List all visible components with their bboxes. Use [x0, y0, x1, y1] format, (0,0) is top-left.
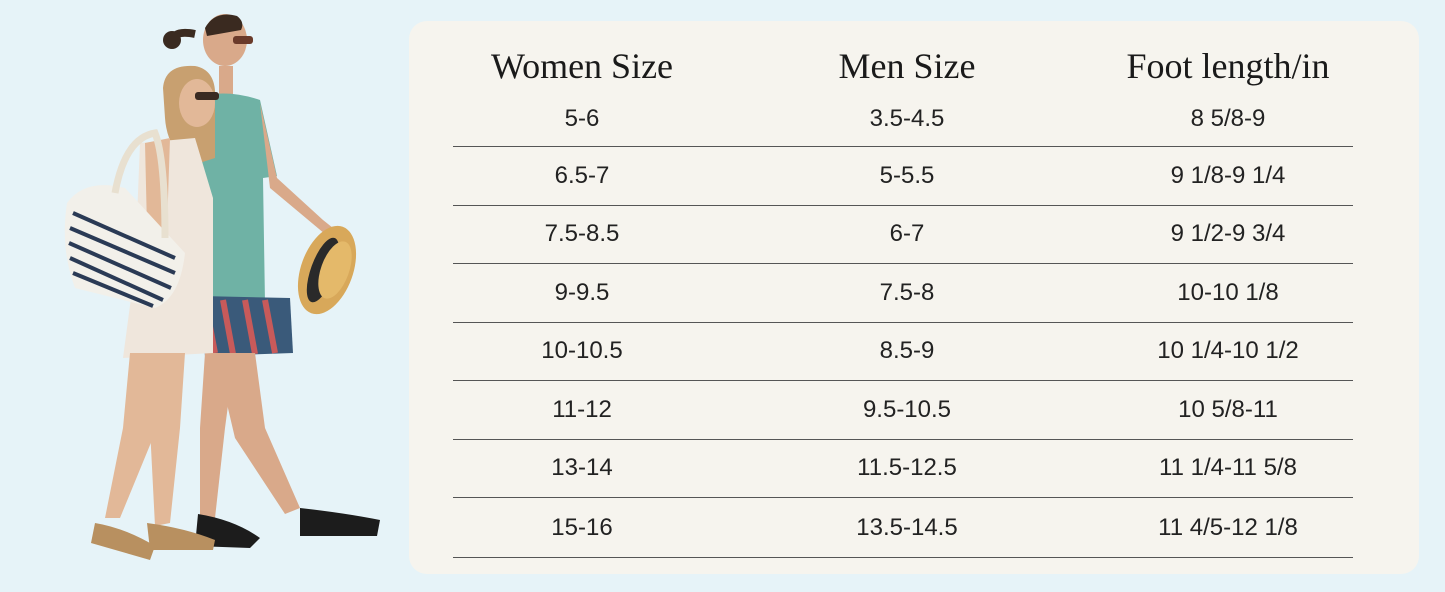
foot-length-cell: 9 1/8-9 1/4 [1170, 161, 1286, 189]
men-size-cell: 11.5-12.5 [857, 454, 957, 482]
table-row: 5-6 3.5-4.5 8 5/8-9 [453, 92, 1353, 147]
women-size-cell: 15-16 [551, 513, 613, 541]
size-chart-card [409, 21, 1419, 574]
foot-length-cell: 8 5/8-9 [1190, 105, 1266, 132]
men-size-cell: 8.5-9 [879, 337, 935, 365]
foot-length-cell: 11 4/5-12 1/8 [1158, 513, 1298, 541]
foot-length-cell: 9 1/2-9 3/4 [1170, 220, 1286, 248]
foot-length-cell: 10-10 1/8 [1177, 278, 1279, 306]
men-size-cell: 5-5.5 [879, 161, 935, 189]
men-size-cell: 9.5-10.5 [862, 395, 952, 423]
header-men-size: Men Size [838, 46, 976, 86]
table-row: 6.5-7 5-5.5 9 1/8-9 1/4 [453, 147, 1353, 206]
table-row: 11-12 9.5-10.5 10 5/8-11 [453, 381, 1353, 440]
size-chart-table: Women Size Men Size Foot length/in 5-6 3… [453, 40, 1353, 558]
women-size-cell: 9-9.5 [554, 278, 610, 306]
table-row: 13-14 11.5-12.5 11 1/4-11 5/8 [453, 440, 1353, 498]
table-row: 9-9.5 7.5-8 10-10 1/8 [453, 264, 1353, 323]
women-size-cell: 13-14 [551, 454, 613, 482]
women-size-cell: 10-10.5 [541, 337, 623, 365]
men-size-cell: 7.5-8 [879, 278, 935, 306]
women-size-cell: 11-12 [552, 395, 612, 423]
foot-length-cell: 10 5/8-11 [1178, 395, 1278, 423]
women-size-cell: 6.5-7 [554, 161, 610, 189]
couple-photo [64, 14, 380, 560]
women-size-cell: 7.5-8.5 [544, 220, 620, 248]
men-size-cell: 3.5-4.5 [869, 105, 945, 132]
table-row: 15-16 13.5-14.5 11 4/5-12 1/8 [453, 498, 1353, 558]
table-header: Women Size Men Size Foot length/in [453, 40, 1353, 92]
foot-length-cell: 10 1/4-10 1/2 [1157, 337, 1299, 365]
foot-length-cell: 11 1/4-11 5/8 [1159, 454, 1297, 482]
women-size-cell: 5-6 [564, 105, 600, 132]
woman-figure [64, 65, 219, 560]
table-row: 10-10.5 8.5-9 10 1/4-10 1/2 [453, 323, 1353, 381]
men-size-cell: 6-7 [889, 220, 925, 248]
header-foot-length: Foot length/in [1126, 46, 1330, 86]
men-size-cell: 13.5-14.5 [856, 513, 958, 541]
table-row: 7.5-8.5 6-7 9 1/2-9 3/4 [453, 206, 1353, 264]
header-women-size: Women Size [490, 46, 674, 86]
